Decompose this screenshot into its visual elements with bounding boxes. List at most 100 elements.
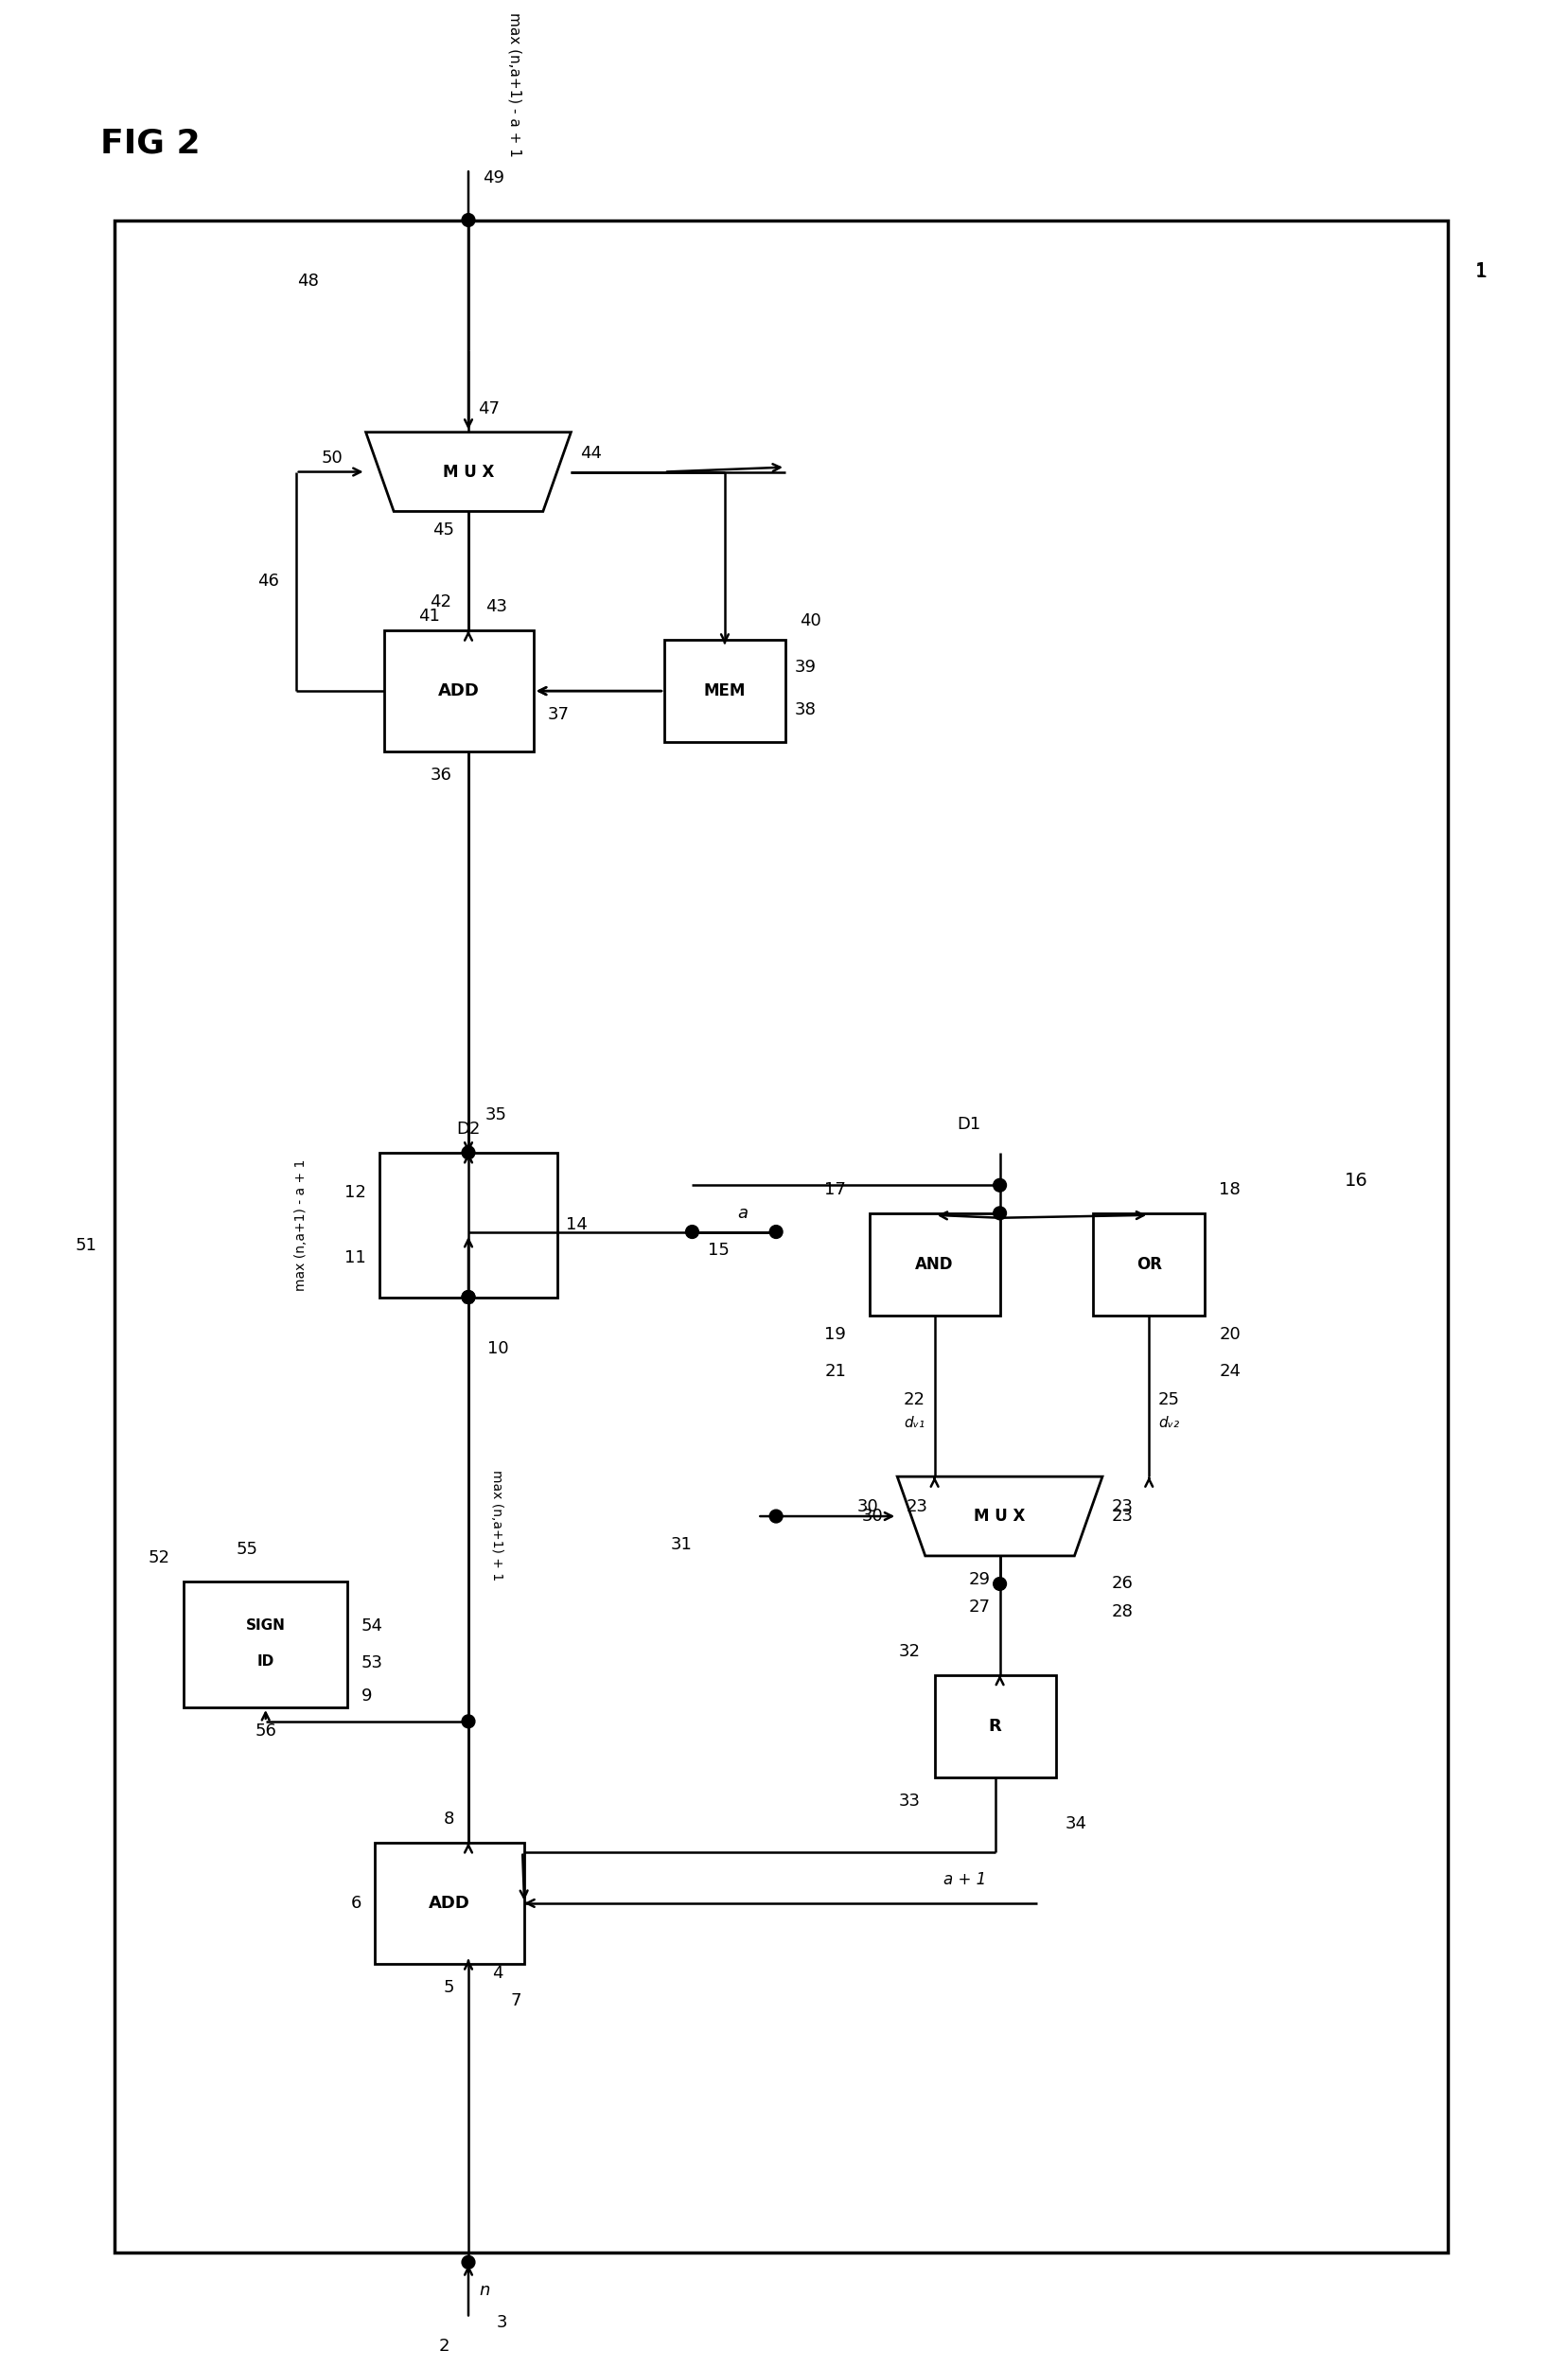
Text: 40: 40 (800, 613, 822, 630)
Text: 55: 55 (237, 1539, 257, 1558)
Text: 43: 43 (485, 599, 506, 616)
Text: ADD: ADD (430, 1894, 470, 1911)
Text: 14: 14 (566, 1217, 588, 1234)
Text: SIGN: SIGN (246, 1620, 285, 1634)
Circle shape (770, 1511, 782, 1523)
Text: dᵥ₁: dᵥ₁ (905, 1416, 925, 1430)
Text: 23: 23 (906, 1499, 928, 1516)
Text: ADD: ADD (439, 682, 480, 699)
Circle shape (993, 1577, 1007, 1591)
Bar (114, 220, 1447, 2252)
Text: 41: 41 (419, 609, 441, 625)
Circle shape (993, 1179, 1007, 1191)
Text: 50: 50 (321, 450, 342, 466)
Bar (1093, 1212, 1204, 1317)
Text: 2: 2 (439, 2337, 450, 2354)
Text: 1: 1 (1475, 263, 1486, 279)
Text: 54: 54 (361, 1617, 383, 1634)
Text: 26: 26 (1112, 1575, 1134, 1591)
Bar (665, 639, 786, 741)
Text: AND: AND (916, 1255, 953, 1274)
Text: 7: 7 (510, 1991, 521, 2010)
Text: 19: 19 (825, 1326, 847, 1343)
Circle shape (463, 1146, 475, 1158)
Text: 47: 47 (478, 400, 500, 417)
Circle shape (770, 1224, 782, 1238)
Text: M U X: M U X (442, 464, 494, 481)
Text: 52: 52 (149, 1549, 169, 1568)
Text: 30: 30 (862, 1508, 883, 1525)
Circle shape (463, 1291, 475, 1305)
Text: 27: 27 (969, 1598, 991, 1615)
Text: a + 1: a + 1 (944, 1871, 986, 1887)
Text: 24: 24 (1218, 1364, 1240, 1381)
Text: 51: 51 (75, 1238, 97, 1255)
Bar (183, 1582, 347, 1707)
Text: FIG 2: FIG 2 (100, 128, 201, 159)
Text: 31: 31 (671, 1537, 691, 1553)
Text: 33: 33 (898, 1793, 920, 1809)
Bar (776, 1153, 1447, 1788)
Text: 10: 10 (488, 1340, 508, 1357)
Text: D2: D2 (456, 1120, 480, 1137)
Text: M U X: M U X (974, 1508, 1025, 1525)
Text: 35: 35 (485, 1106, 506, 1125)
Text: 29: 29 (969, 1570, 991, 1587)
Text: max (n,a+1) - a + 1: max (n,a+1) - a + 1 (293, 1158, 307, 1291)
Text: MEM: MEM (704, 682, 746, 699)
Text: 1: 1 (1475, 263, 1488, 282)
Text: 23: 23 (1112, 1499, 1134, 1516)
Text: 3: 3 (497, 2314, 508, 2332)
Text: 25: 25 (1159, 1390, 1181, 1409)
Text: max (n,a+1) - a + 1: max (n,a+1) - a + 1 (508, 12, 522, 156)
Text: 11: 11 (345, 1248, 365, 1267)
Text: max (n,a+1) + 1: max (n,a+1) + 1 (489, 1471, 503, 1582)
Text: 17: 17 (825, 1182, 847, 1198)
Text: 12: 12 (345, 1184, 365, 1201)
Text: 49: 49 (483, 170, 505, 187)
Text: 6: 6 (350, 1894, 361, 1911)
Text: OR: OR (1137, 1255, 1162, 1274)
Circle shape (685, 1224, 699, 1238)
Text: 28: 28 (1112, 1603, 1134, 1620)
Text: R: R (989, 1717, 1002, 1736)
Text: D1: D1 (958, 1115, 982, 1134)
Text: 5: 5 (444, 1980, 455, 1996)
Text: 32: 32 (898, 1643, 920, 1660)
Text: 9: 9 (361, 1688, 372, 1705)
Text: 8: 8 (444, 1812, 455, 1828)
Text: 56: 56 (254, 1722, 276, 1738)
Text: 16: 16 (1345, 1172, 1369, 1189)
Bar (193, 346, 828, 980)
Text: 34: 34 (1065, 1816, 1087, 1833)
Text: a: a (737, 1205, 748, 1222)
Circle shape (463, 213, 475, 227)
Circle shape (463, 1714, 475, 1729)
Polygon shape (897, 1478, 1102, 1556)
Text: 42: 42 (430, 594, 452, 611)
Circle shape (993, 1208, 1007, 1220)
Text: 23: 23 (1112, 1508, 1134, 1525)
Text: 4: 4 (492, 1965, 503, 1982)
Circle shape (463, 2257, 475, 2269)
Text: 39: 39 (795, 658, 817, 677)
Text: 38: 38 (795, 701, 817, 718)
Text: 37: 37 (547, 706, 569, 722)
Bar (384, 630, 533, 751)
Text: 53: 53 (361, 1655, 383, 1672)
Text: 20: 20 (1218, 1326, 1240, 1343)
Polygon shape (365, 433, 571, 511)
Text: 22: 22 (903, 1390, 925, 1409)
Text: 36: 36 (430, 767, 452, 784)
Text: 44: 44 (580, 445, 602, 462)
Text: 18: 18 (1218, 1182, 1240, 1198)
Bar (869, 1212, 1000, 1317)
Text: 48: 48 (298, 272, 320, 289)
Circle shape (463, 1291, 475, 1305)
Text: dᵥ₂: dᵥ₂ (1159, 1416, 1179, 1430)
Bar (935, 1674, 1055, 1778)
Text: ID: ID (257, 1655, 274, 1669)
Text: n: n (480, 2283, 491, 2299)
Bar (375, 1842, 524, 1963)
Text: 46: 46 (257, 573, 279, 590)
